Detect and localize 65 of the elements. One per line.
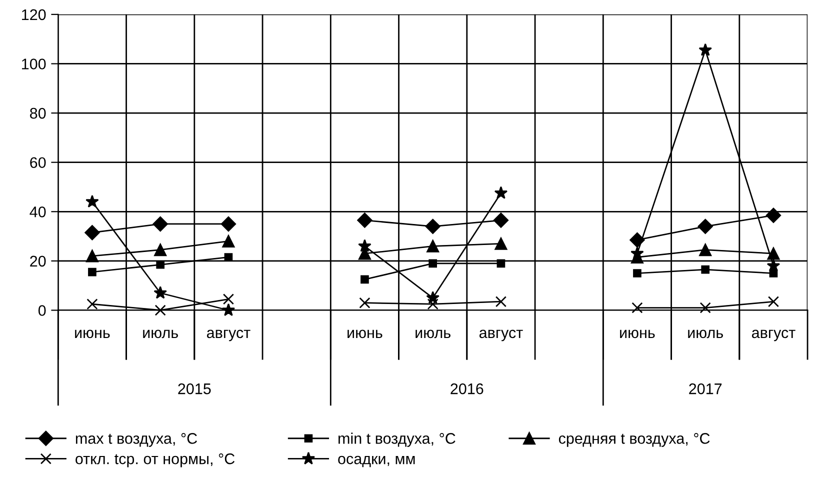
- text: 2015: [178, 383, 211, 394]
- x-tick-label: июнь: [75, 330, 110, 338]
- point: [359, 297, 370, 308]
- point: [698, 218, 713, 234]
- point: [630, 246, 644, 260]
- point: [700, 302, 711, 314]
- point: [701, 265, 710, 274]
- x-tick-label: август: [479, 330, 523, 342]
- point: [767, 247, 780, 260]
- text: 2016: [450, 383, 484, 394]
- point: [88, 268, 96, 276]
- point: [426, 240, 440, 252]
- y-tick-label: 20: [30, 256, 46, 267]
- point: [495, 296, 507, 308]
- point: [425, 218, 440, 234]
- point: [220, 216, 236, 232]
- point: [768, 296, 780, 308]
- point: [360, 275, 369, 284]
- y-tick-label: 100: [22, 58, 46, 70]
- point: [630, 232, 645, 248]
- point: [632, 302, 643, 314]
- x-tick-label: июнь: [348, 330, 382, 338]
- legend-label: min t воздуха, °C: [338, 432, 456, 447]
- point: [84, 225, 100, 240]
- point: [428, 259, 438, 268]
- legend-label: осадки, мм: [338, 456, 415, 468]
- x-tick-label: июль: [688, 330, 723, 338]
- point: [222, 303, 236, 316]
- point: [699, 244, 712, 256]
- point: [766, 208, 782, 223]
- point: [154, 244, 167, 256]
- point: [222, 294, 234, 305]
- x-tick-label: август: [206, 330, 250, 342]
- y-tick-label: 40: [30, 206, 46, 218]
- point: [154, 286, 167, 299]
- point: [86, 194, 99, 208]
- point: [496, 259, 506, 268]
- point: [222, 234, 235, 248]
- legend-label: средняя t воздуха, °C: [558, 433, 710, 447]
- point: [357, 212, 372, 228]
- x-tick-label: август: [752, 330, 796, 342]
- x-tick-label: июль: [416, 330, 450, 338]
- y-tick-label: 60: [30, 157, 46, 168]
- x-tick-label: июль: [143, 330, 178, 338]
- legend-label: max t воздуха, °C: [76, 433, 198, 447]
- point: [86, 298, 98, 310]
- point: [427, 298, 438, 310]
- point: [633, 269, 642, 278]
- text: 2017: [689, 383, 722, 394]
- x-tick-label: июнь: [620, 330, 655, 338]
- point: [698, 43, 712, 56]
- legend-label: откл. tср. от нормы, °C: [76, 453, 235, 468]
- point: [493, 212, 509, 228]
- point: [224, 253, 233, 262]
- y-tick-label: 80: [30, 108, 46, 119]
- point: [494, 237, 508, 250]
- point: [426, 290, 440, 304]
- point: [358, 239, 372, 252]
- y-tick-label: 0: [38, 305, 46, 316]
- point: [494, 186, 508, 199]
- y-tick-label: 120: [22, 9, 46, 20]
- point: [766, 258, 780, 272]
- point: [152, 216, 168, 232]
- point: [86, 250, 98, 262]
- point: [154, 304, 166, 316]
